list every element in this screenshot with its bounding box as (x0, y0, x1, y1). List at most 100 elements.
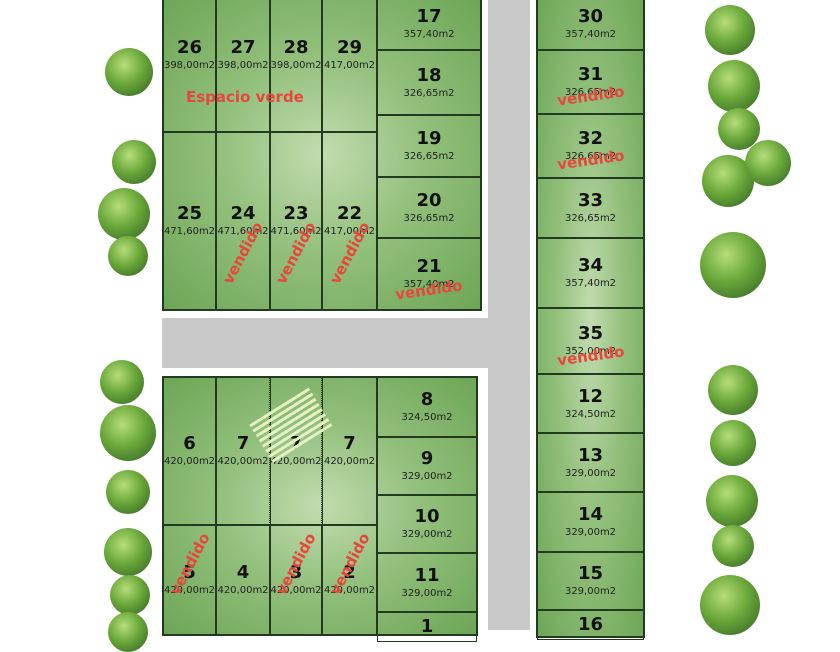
lot-number: 22 (336, 203, 363, 224)
lot-14[interactable]: 14 329,00m2 (537, 492, 644, 552)
tree-icon (745, 140, 791, 186)
tree-icon (708, 60, 760, 112)
tree-icon (110, 575, 150, 615)
lot-25[interactable]: 25 471,60m2 (163, 132, 216, 310)
lot-7[interactable]: 7 420,00m2 (216, 377, 270, 525)
lot-10[interactable]: 10 329,00m2 (377, 495, 477, 553)
lot-number: 31 (577, 64, 604, 85)
lot-4[interactable]: 4 420,00m2 (216, 525, 270, 635)
lot-22[interactable]: 22 417,00m2 (322, 132, 377, 310)
lot-area: 398,00m2 (217, 60, 269, 71)
lot-number: 14 (577, 504, 604, 525)
lot-number: 15 (577, 563, 604, 584)
lot-15[interactable]: 15 329,00m2 (537, 552, 644, 610)
lot-area: 417,00m2 (323, 60, 376, 71)
lot-29[interactable]: 29 417,00m2 (322, 0, 377, 132)
lot-24[interactable]: 24 471,60m2 (216, 132, 270, 310)
lot-area: 420,00m2 (270, 585, 322, 596)
lot-27[interactable]: 27 398,00m2 (216, 0, 270, 132)
lot-17[interactable]: 17 357,40m2 (377, 0, 481, 50)
lot-number: 1 (420, 616, 434, 637)
lot-32[interactable]: 32 326,65m2 (537, 114, 644, 178)
lot-1[interactable]: 1 (377, 612, 477, 642)
lot-area: 471,60m2 (217, 226, 269, 237)
green-space-label: Espacio verde (186, 88, 304, 106)
lot-area: 420,00m2 (270, 456, 322, 467)
lot-9[interactable]: 9 329,00m2 (377, 437, 477, 495)
lot-area: 420,00m2 (163, 585, 216, 596)
lot-21[interactable]: 21 357,40m2 (377, 238, 481, 310)
lot-number: 7 (343, 433, 356, 454)
tree-icon (100, 405, 156, 461)
lot-number: 5 (183, 562, 196, 583)
lot-16[interactable]: 16 (537, 610, 644, 640)
lot-6[interactable]: 6 420,00m2 (163, 377, 216, 525)
lot-area: 326,65m2 (564, 151, 617, 162)
lot-area: 326,65m2 (403, 212, 455, 224)
lot-area: 420,00m2 (323, 456, 376, 467)
lot-area: 398,00m2 (270, 60, 322, 71)
tree-icon (708, 365, 758, 415)
lot-number: 2 (343, 562, 356, 583)
lot-area: 326,65m2 (564, 213, 617, 224)
lot-area: 420,00m2 (217, 456, 269, 467)
lot-number: 28 (283, 37, 309, 58)
lot-number: 10 (414, 506, 440, 527)
road-vertical (488, 0, 530, 630)
lot-13[interactable]: 13 329,00m2 (537, 433, 644, 492)
tree-icon (108, 236, 148, 276)
lot-area: 420,00m2 (163, 456, 216, 467)
lot-number: 35 (577, 323, 604, 344)
lot-number: 32 (577, 128, 604, 149)
lot-26[interactable]: 26 398,00m2 (163, 0, 216, 132)
tree-icon (104, 528, 152, 576)
lot-number: 25 (176, 203, 203, 224)
lot-number: 30 (577, 6, 604, 27)
lot-number: 34 (577, 255, 604, 276)
tree-icon (700, 575, 760, 635)
lot-area: 326,65m2 (403, 87, 455, 99)
block-east (536, 0, 645, 638)
lot-number: 4 (236, 562, 250, 583)
lot-number: 13 (577, 444, 604, 466)
lot-number: 23 (283, 203, 309, 224)
lot-28[interactable]: 28 398,00m2 (270, 0, 322, 132)
lot-area: 357,40m2 (564, 29, 617, 40)
lot-8[interactable]: 8 324,50m2 (377, 377, 477, 437)
lot-number: 19 (416, 128, 442, 149)
lot-area: 329,00m2 (564, 586, 617, 597)
lot-11[interactable]: 11 329,00m2 (377, 553, 477, 612)
lot-number: 24 (230, 203, 256, 224)
lot-area: 329,00m2 (401, 587, 453, 599)
tree-icon (706, 475, 758, 527)
lot-area: 324,50m2 (564, 408, 617, 420)
lot-area: 417,00m2 (323, 226, 376, 237)
tree-icon (705, 5, 755, 55)
lot-number: 29 (336, 37, 363, 58)
lot-number: 12 (577, 385, 604, 407)
lot-33[interactable]: 33 326,65m2 (537, 178, 644, 238)
tree-icon (106, 470, 150, 514)
lot-30[interactable]: 30 357,40m2 (537, 0, 644, 50)
lot-area: 326,65m2 (403, 151, 455, 162)
lot-number: 20 (416, 189, 442, 211)
tree-icon (712, 525, 754, 567)
tree-icon (112, 140, 156, 184)
lot-12[interactable]: 12 324,50m2 (537, 374, 644, 433)
lot-23[interactable]: 23 471,60m2 (270, 132, 322, 310)
lot-number: 8 (420, 389, 434, 410)
lot-35[interactable]: 35 352,00m2 (537, 308, 644, 374)
lot-area: 357,40m2 (403, 29, 455, 40)
lot-number: 26 (176, 37, 203, 58)
lot-34[interactable]: 34 357,40m2 (537, 238, 644, 308)
lot-31[interactable]: 31 326,65m2 (537, 50, 644, 114)
tree-icon (98, 188, 150, 240)
lot-area: 398,00m2 (163, 60, 216, 71)
lot-area: 420,00m2 (323, 585, 376, 596)
lot-19[interactable]: 19 326,65m2 (377, 115, 481, 177)
lot-7[interactable]: 7 420,00m2 (322, 377, 377, 525)
lot-number: 17 (416, 6, 442, 27)
lot-number: 7 (236, 433, 250, 454)
lot-20[interactable]: 20 326,65m2 (377, 177, 481, 238)
lot-18[interactable]: 18 326,65m2 (377, 50, 481, 115)
